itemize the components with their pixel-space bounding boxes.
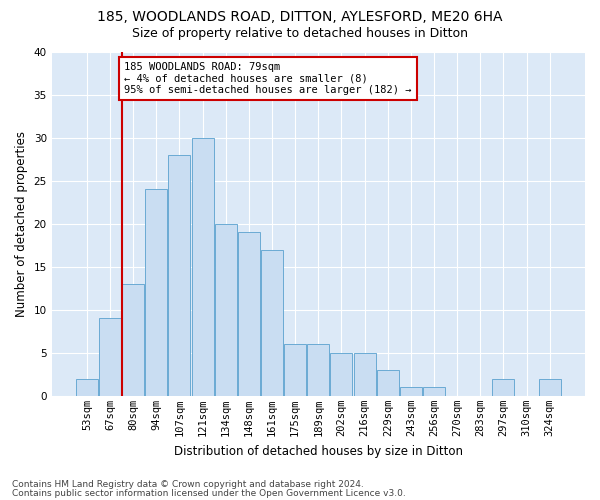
Text: Contains HM Land Registry data © Crown copyright and database right 2024.: Contains HM Land Registry data © Crown c… <box>12 480 364 489</box>
X-axis label: Distribution of detached houses by size in Ditton: Distribution of detached houses by size … <box>174 444 463 458</box>
Bar <box>215 224 237 396</box>
Text: Size of property relative to detached houses in Ditton: Size of property relative to detached ho… <box>132 28 468 40</box>
Bar <box>191 138 214 396</box>
Bar <box>307 344 329 396</box>
Bar <box>400 388 422 396</box>
Y-axis label: Number of detached properties: Number of detached properties <box>15 130 28 316</box>
Bar <box>353 353 376 396</box>
Bar <box>76 378 98 396</box>
Text: 185 WOODLANDS ROAD: 79sqm
← 4% of detached houses are smaller (8)
95% of semi-de: 185 WOODLANDS ROAD: 79sqm ← 4% of detach… <box>124 62 412 95</box>
Text: 185, WOODLANDS ROAD, DITTON, AYLESFORD, ME20 6HA: 185, WOODLANDS ROAD, DITTON, AYLESFORD, … <box>97 10 503 24</box>
Text: Contains public sector information licensed under the Open Government Licence v3: Contains public sector information licen… <box>12 488 406 498</box>
Bar <box>261 250 283 396</box>
Bar <box>169 155 190 396</box>
Bar <box>377 370 399 396</box>
Bar <box>539 378 561 396</box>
Bar <box>331 353 352 396</box>
Bar <box>284 344 306 396</box>
Bar <box>493 378 514 396</box>
Bar <box>423 388 445 396</box>
Bar <box>238 232 260 396</box>
Bar <box>99 318 121 396</box>
Bar <box>145 190 167 396</box>
Bar <box>122 284 144 396</box>
